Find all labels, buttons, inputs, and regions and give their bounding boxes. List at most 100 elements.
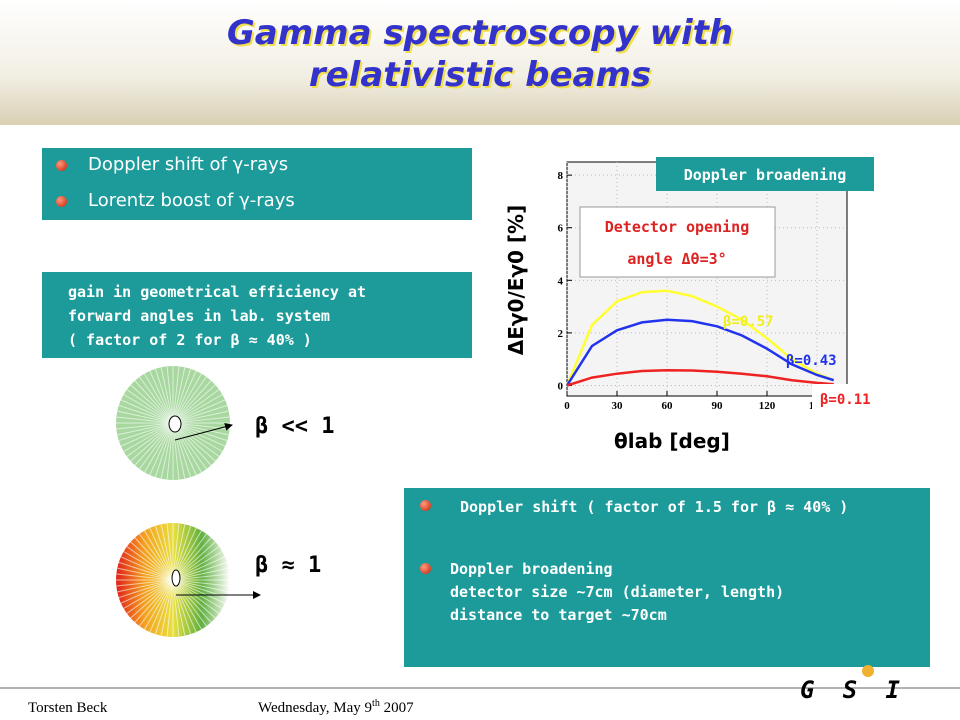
- beta-label: β << 1: [255, 414, 334, 439]
- bullet: [56, 160, 67, 171]
- ray: [172, 366, 180, 424]
- ray: [172, 579, 180, 637]
- annotation: Detector opening: [605, 218, 750, 236]
- ray: [166, 422, 174, 480]
- ray: [118, 579, 174, 599]
- label-box: [812, 384, 888, 414]
- ray: [160, 524, 174, 581]
- x-axis-label: θlab [deg]: [614, 429, 730, 453]
- ray: [172, 422, 180, 480]
- box-2: gain in geometrical efficiency at forwar…: [42, 272, 472, 358]
- x-tick-label: 90: [712, 400, 724, 412]
- ray: [154, 525, 174, 581]
- ray: [118, 404, 174, 424]
- header: [0, 0, 960, 125]
- source: [171, 569, 181, 587]
- ray: [166, 523, 174, 581]
- ray: [166, 366, 174, 424]
- y-axis-label: ΔEγ0/Eγ0 [%]: [504, 205, 528, 355]
- ray: [172, 556, 226, 581]
- ray: [149, 422, 174, 476]
- ray: [172, 422, 216, 462]
- series-label: β=0.11: [820, 392, 871, 408]
- ray: [172, 573, 230, 581]
- ray: [154, 579, 174, 635]
- ray: [172, 394, 223, 424]
- ray: [123, 579, 174, 609]
- ray: [139, 422, 174, 470]
- ray: [172, 422, 223, 452]
- text-line: forward angles in lab. system: [68, 307, 330, 325]
- ray: [134, 579, 174, 623]
- source: [168, 415, 182, 433]
- annotation: angle Δθ=3°: [627, 250, 726, 268]
- x-tick-label: 120: [759, 400, 776, 412]
- text-line: gain in geometrical efficiency at: [68, 283, 367, 301]
- series-line: [566, 368, 834, 387]
- ray: [172, 422, 226, 447]
- ray: [172, 368, 192, 424]
- ray: [172, 579, 216, 619]
- beta-label: β ≈ 1: [255, 553, 321, 578]
- bullet: [420, 500, 431, 511]
- ray: [172, 579, 223, 609]
- ray: [172, 367, 186, 424]
- ray: [172, 579, 186, 636]
- title: Gamma spectroscopy with relativistic bea…: [0, 12, 960, 96]
- ray: [130, 422, 174, 462]
- ray: [116, 416, 174, 424]
- date: Wednesday, May 9th 2007: [258, 698, 414, 716]
- date-part: 2007: [380, 700, 414, 716]
- ray: [172, 404, 228, 424]
- y-tick-label: 2: [558, 328, 564, 340]
- ray: [130, 541, 174, 581]
- x-tick-label: 30: [612, 400, 624, 412]
- ray: [149, 579, 174, 633]
- date-part: Wednesday, May 9: [258, 700, 372, 716]
- ray: [160, 579, 174, 636]
- bullet-text: Doppler broadening detector size ~7cm (d…: [450, 558, 784, 627]
- ray: [123, 422, 174, 452]
- author: Torsten Beck: [28, 700, 108, 716]
- ray: [120, 579, 174, 604]
- ray: [172, 579, 192, 635]
- ray: [117, 422, 174, 436]
- logo-dot: [862, 665, 874, 677]
- x-tick-label: 0: [564, 400, 570, 412]
- ray: [116, 422, 174, 430]
- title-line: relativistic beams: [308, 55, 652, 95]
- ray: [172, 579, 212, 623]
- ray: [120, 422, 174, 447]
- ray: [172, 380, 212, 424]
- y-tick-label: 0: [558, 380, 564, 392]
- arrow: [174, 422, 233, 441]
- box-1: Doppler shift of γ-rays Lorentz boost of…: [42, 148, 472, 220]
- ray: [134, 422, 174, 466]
- ray: [126, 389, 174, 424]
- ray: [172, 410, 229, 424]
- chart-title: Doppler broadening: [684, 166, 847, 184]
- date-part: th: [372, 698, 380, 709]
- ray: [144, 530, 174, 581]
- bullet-text: Doppler shift ( factor of 1.5 for β ≈ 40…: [460, 498, 849, 516]
- ray: [116, 573, 174, 581]
- ray: [144, 373, 174, 424]
- chart: 024680306090120150β=0.57β=0.43β=0.11Dopp…: [504, 157, 888, 453]
- ray: [139, 533, 174, 581]
- series-line: [565, 318, 835, 387]
- ray: [139, 376, 174, 424]
- ray: [172, 416, 230, 424]
- ray: [172, 422, 228, 442]
- ray: [134, 380, 174, 424]
- ray: [172, 551, 223, 581]
- ray: [118, 422, 174, 442]
- ray: [118, 561, 174, 581]
- ray: [144, 422, 174, 473]
- ray: [154, 422, 174, 478]
- ray: [172, 541, 216, 581]
- y-tick-label: 6: [558, 223, 564, 235]
- ray: [149, 370, 174, 424]
- ray: [149, 527, 174, 581]
- ray: [172, 579, 220, 614]
- ray: [154, 368, 174, 424]
